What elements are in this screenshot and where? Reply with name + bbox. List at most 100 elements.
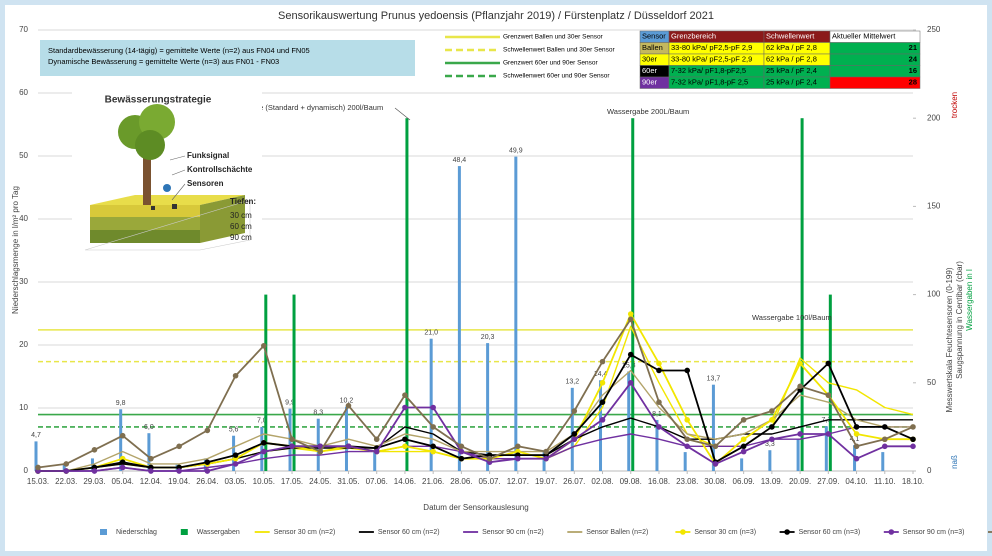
point (430, 444, 436, 450)
point (713, 461, 719, 467)
data-label: 6,0 (144, 424, 154, 431)
point (205, 428, 211, 434)
data-label: 10,2 (340, 398, 354, 405)
x-tick-label: 07.06. (366, 477, 388, 486)
point (374, 449, 380, 455)
point (797, 384, 803, 390)
canopy (135, 130, 165, 160)
x-tick-label: 13.09. (761, 477, 783, 486)
point (543, 449, 549, 455)
bar (260, 427, 263, 471)
legend-swatch (100, 529, 107, 535)
point (261, 440, 267, 446)
point (628, 311, 634, 317)
y2-tick-label: 100 (927, 290, 941, 299)
point (374, 436, 380, 442)
y-tick-label: 0 (24, 466, 29, 475)
x-tick-label: 06.09. (733, 477, 755, 486)
point (656, 368, 662, 374)
inset-label: Funksignal (187, 151, 229, 160)
point (769, 424, 775, 430)
point (769, 417, 775, 423)
point (684, 417, 690, 423)
data-label: 9,8 (116, 400, 126, 407)
data-label: 20,3 (481, 334, 495, 341)
point (600, 399, 606, 405)
data-label: 13,2 (565, 379, 579, 386)
legend-label: Grenzwert 60er und 90er Sensor (503, 60, 598, 67)
annotation: Wassergabe 100l/Baum (752, 313, 832, 322)
bar (881, 452, 884, 471)
chart-title: Sensorikauswertung Prunus yedoensis (Pfl… (278, 10, 714, 22)
point (656, 361, 662, 367)
info-text: Dynamische Bewässerung = gemittelte Wert… (48, 57, 279, 66)
table-cell (830, 77, 920, 89)
point (261, 343, 267, 349)
point (487, 456, 493, 462)
y2-axis-label: Wassergaben in l (965, 269, 974, 331)
point (713, 444, 719, 450)
point (910, 444, 916, 450)
point (148, 456, 154, 462)
inset-label: 60 cm (230, 222, 252, 231)
y-tick-label: 50 (19, 151, 28, 160)
point (430, 424, 436, 430)
x-tick-label: 24.05. (309, 477, 331, 486)
inset-label: Sensoren (187, 179, 224, 188)
point (261, 449, 267, 455)
point (289, 444, 295, 450)
point (882, 436, 888, 442)
point (92, 447, 98, 453)
bar (458, 166, 461, 471)
point (628, 352, 634, 358)
data-label: 48,4 (453, 157, 467, 164)
legend-label: Sensor Ballen (n=2) (586, 529, 648, 536)
data-label: 49,9 (509, 147, 523, 154)
table-text: 60er (642, 66, 658, 75)
chart: Sensorikauswertung Prunus yedoensis (Pfl… (0, 0, 992, 556)
bar (801, 118, 804, 471)
point (346, 403, 352, 409)
point (854, 456, 860, 462)
point (628, 380, 634, 386)
table-text: 33-80 kPa/ pF2,5-pF 2,9 (671, 55, 752, 64)
y2-tick-label: 50 (927, 378, 936, 387)
y2-tick-label: 150 (927, 202, 941, 211)
legend-label: Wassergaben (197, 529, 240, 536)
point (205, 468, 211, 474)
soil-layer (90, 217, 200, 230)
table-text: 62 kPa / pF 2,8 (766, 55, 817, 64)
point (882, 424, 888, 430)
point (120, 433, 126, 439)
point (402, 444, 408, 450)
y2-tick-label: 0 (927, 466, 932, 475)
bar (684, 452, 687, 471)
point (515, 456, 521, 462)
x-tick-label: 04.10. (845, 477, 867, 486)
x-axis-label: Datum der Sensorkauslesung (423, 503, 528, 512)
data-label: 8,1 (652, 411, 662, 418)
legend-label: Grenzwert Ballen und 30er Sensor (503, 34, 604, 41)
y2-axis-label: Messwertskala Feuchtesensoren (0-199) (945, 267, 954, 412)
point (317, 449, 323, 455)
point (769, 408, 775, 414)
bar (571, 388, 574, 471)
point (741, 444, 747, 450)
x-tick-label: 18.10. (902, 477, 924, 486)
point (543, 456, 549, 462)
x-tick-label: 23.08. (676, 477, 698, 486)
point (826, 392, 832, 398)
bar (514, 157, 517, 471)
table-header: Sensor (642, 32, 666, 41)
point (148, 468, 154, 474)
signal-icon (163, 184, 171, 192)
y-tick-label: 30 (19, 277, 28, 286)
point (741, 436, 747, 442)
point (120, 459, 126, 465)
table-text: Ballen (642, 43, 663, 52)
point (600, 359, 606, 365)
point (176, 468, 182, 474)
point (656, 424, 662, 430)
y-tick-label: 70 (19, 25, 28, 34)
x-tick-label: 19.04. (168, 477, 190, 486)
